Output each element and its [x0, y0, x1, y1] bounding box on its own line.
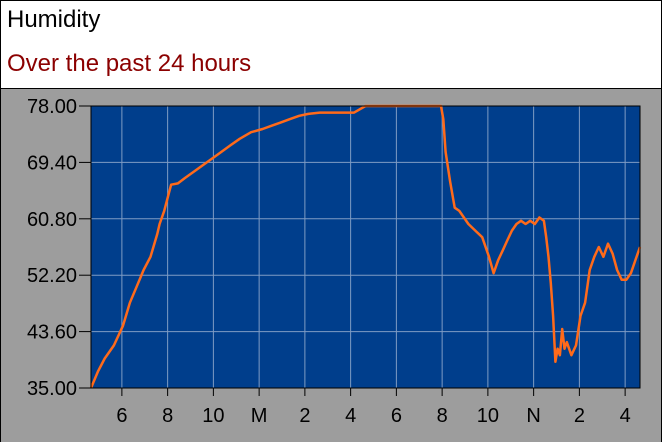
y-tick-label: 78.00	[27, 96, 77, 118]
y-tick-label: 43.60	[27, 322, 77, 344]
x-tick-label: 10	[477, 405, 499, 427]
x-tick-label: 6	[116, 405, 127, 427]
x-tick-label: 6	[391, 405, 402, 427]
y-tick-label: 69.40	[27, 152, 77, 174]
x-tick-label: 2	[574, 405, 585, 427]
x-tick-label: N	[526, 405, 540, 427]
y-tick-label: 60.80	[27, 209, 77, 231]
x-tick-label: 4	[345, 405, 356, 427]
y-tick-label: 35.00	[27, 378, 77, 400]
x-tick-label: 8	[437, 405, 448, 427]
x-tick-label: 8	[162, 405, 173, 427]
humidity-series-line	[89, 104, 642, 389]
x-tick-label: 10	[202, 405, 224, 427]
chart-subtitle: Over the past 24 hours	[7, 50, 252, 77]
plot-area	[91, 106, 640, 388]
x-tick-label: M	[251, 405, 268, 427]
chart-title: Humidity	[7, 6, 101, 33]
y-tick-label: 52.20	[27, 265, 77, 287]
x-tick-label: 2	[299, 405, 310, 427]
x-tick-label: 4	[620, 405, 631, 427]
plot-border	[90, 105, 641, 389]
